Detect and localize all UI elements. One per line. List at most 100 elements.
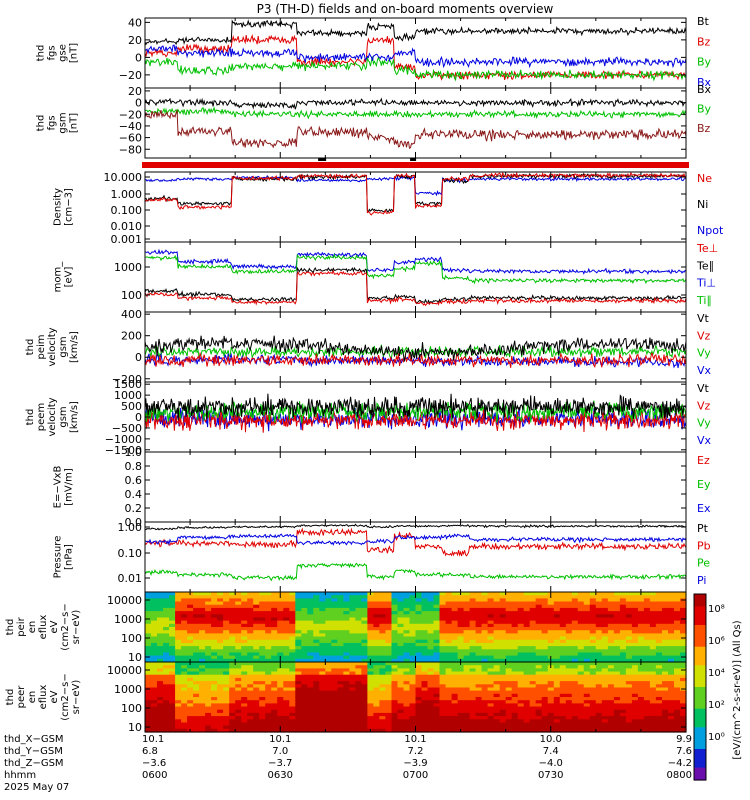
spectrogram-cell (409, 712, 417, 717)
legend-entry: Vy (697, 417, 711, 430)
spectrogram-cell (241, 668, 248, 673)
spectrogram-cell (601, 649, 609, 654)
spectrogram-cell (595, 662, 603, 666)
series-Bt (144, 19, 687, 46)
spectrogram-cell (613, 668, 621, 673)
spectrogram-cell (439, 601, 447, 606)
spectrogram-cell (361, 623, 368, 628)
spectrogram-cell (391, 687, 399, 692)
spectrogram-cell (607, 712, 615, 717)
spectrogram-cell (589, 633, 597, 638)
spectrogram-cell (541, 595, 549, 599)
spectrogram-cell (680, 642, 687, 647)
spectrogram-cell (463, 716, 471, 720)
spectrogram-cell (547, 690, 555, 695)
spectrogram-cell (205, 697, 212, 701)
series-Bx (144, 97, 687, 110)
spectrogram-cell (523, 693, 531, 698)
spectrogram-cell (668, 662, 675, 666)
spectrogram-cell (668, 604, 675, 609)
spectrogram-cell (469, 658, 477, 663)
spectrogram-cell (445, 697, 453, 701)
spectrogram-cell (595, 639, 603, 644)
spectrogram-cell (391, 595, 399, 599)
spectrogram-cell (553, 646, 561, 650)
spectrogram-cell (397, 706, 405, 711)
spectrogram-cell (463, 592, 471, 596)
spectrogram-cell (541, 684, 549, 689)
spectrogram-cell (493, 693, 501, 698)
spectrogram-cell (535, 703, 543, 708)
spectrogram-cell (613, 681, 621, 685)
spectrogram-cell (680, 595, 687, 599)
spectrogram-cell (511, 690, 519, 695)
spectrogram-cell (589, 681, 597, 685)
spectrogram-cell (355, 607, 362, 612)
spectrogram-cell (181, 611, 188, 615)
spectrogram-cell (595, 607, 603, 612)
spectrogram-cell (668, 598, 675, 603)
spectrogram-cell (337, 668, 344, 673)
spectrogram-cell (199, 712, 206, 717)
spectrogram-cell (631, 703, 639, 708)
spectrogram-cell (469, 633, 477, 638)
spectrogram-cell (445, 617, 453, 622)
spectrogram-cell (523, 658, 531, 663)
spectrogram-cell (397, 604, 405, 609)
spectrogram-cell (649, 665, 657, 669)
spectrogram-cell (319, 690, 326, 695)
spectrogram-cell (217, 728, 224, 733)
spectrogram-cell (349, 690, 356, 695)
spectrogram-cell (403, 681, 411, 685)
spectrogram-cell (415, 652, 423, 657)
xaxis-z-value: −3.6 (142, 758, 166, 769)
spectrogram-cell (571, 636, 579, 641)
spectrogram-cell (313, 684, 320, 689)
spectrogram-cell (668, 668, 675, 673)
spectrogram-cell (631, 725, 639, 730)
spectrogram-cell (223, 639, 230, 644)
colorbar-cell (694, 665, 706, 669)
spectrogram-cell (547, 671, 555, 676)
spectrogram-cell (559, 601, 567, 606)
spectrogram-cell (674, 700, 681, 704)
spectrogram-cell (631, 611, 639, 615)
spectrogram-cell (265, 674, 272, 679)
spectrogram-cell (181, 636, 188, 641)
spectrogram-cell (301, 703, 308, 708)
series-Pe (144, 562, 687, 582)
spectrogram-cell (199, 674, 206, 679)
spectrogram-cell (409, 623, 417, 628)
spectrogram-cell (145, 595, 152, 599)
y-axis-label: eV (49, 690, 60, 703)
colorbar-cell (694, 711, 706, 716)
spectrogram-cell (499, 700, 507, 704)
spectrogram-cell (325, 716, 332, 720)
spectrogram-cell (157, 649, 164, 654)
spectrogram-cell (655, 598, 663, 603)
spectrogram-cell (674, 642, 681, 647)
spectrogram-cell (271, 592, 278, 596)
spectrogram-cell (589, 646, 597, 650)
spectrogram-cell (319, 697, 326, 701)
spectrogram-cell (565, 716, 573, 720)
spectrogram-cell (457, 627, 465, 631)
spectrogram-cell (361, 681, 368, 685)
spectrogram-cell (187, 722, 194, 727)
spectrogram-cell (373, 725, 380, 730)
spectrogram-cell (433, 690, 441, 695)
spectrogram-cell (655, 639, 663, 644)
spectrogram-cell (343, 690, 350, 695)
spectrogram-cell (655, 671, 663, 676)
spectrogram-cell (541, 697, 549, 701)
spectrogram-cell (289, 690, 296, 695)
spectrogram-cell (643, 642, 651, 647)
spectrogram-cell (349, 649, 356, 654)
spectrogram-cell (361, 630, 368, 634)
spectrogram-cell (421, 716, 429, 720)
spectrogram-cell (295, 700, 302, 704)
spectrogram-cell (668, 728, 675, 733)
spectrogram-cell (217, 709, 224, 714)
spectrogram-cell (583, 592, 591, 596)
spectrogram-cell (541, 677, 549, 682)
